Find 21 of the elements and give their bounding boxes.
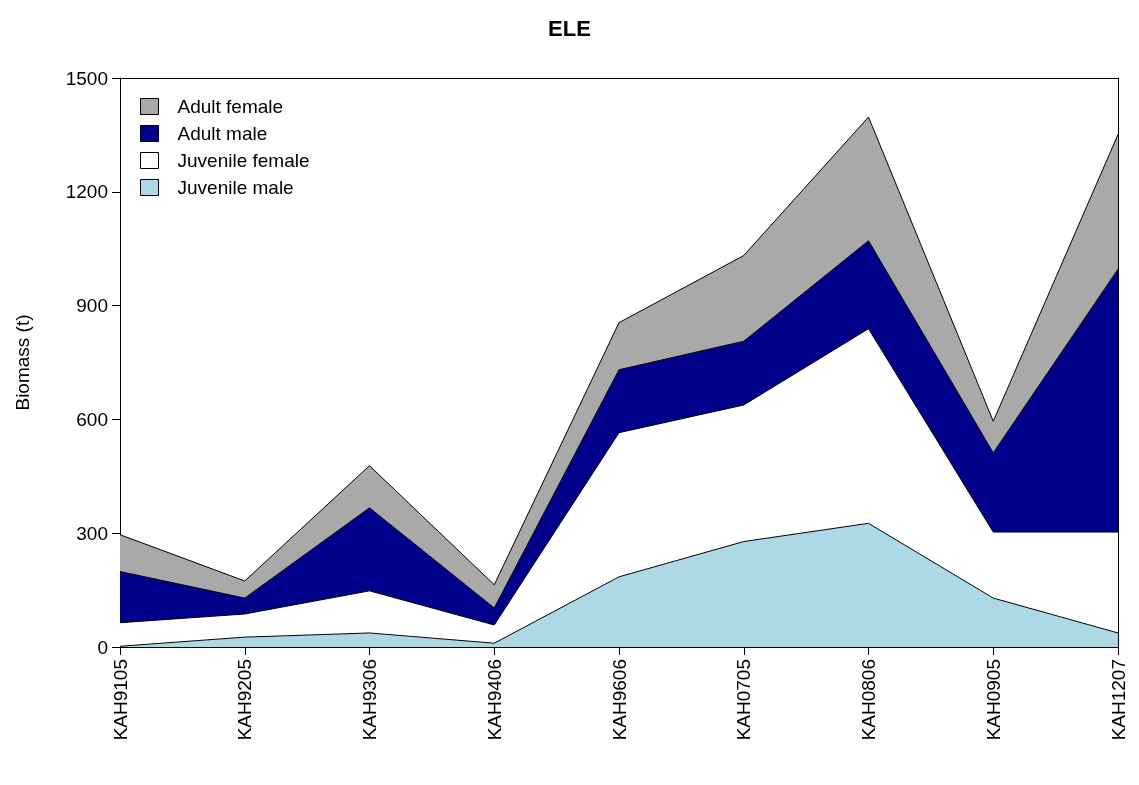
x-tick-label: KAH9406	[483, 659, 505, 741]
y-tick-label: 0	[97, 636, 108, 658]
x-tick-label: KAH0705	[733, 659, 755, 741]
y-tick-label: 1500	[65, 67, 108, 89]
x-tick-label: KAH1207	[1107, 659, 1129, 741]
x-tick-label: KAH0905	[982, 659, 1004, 741]
legend-label: Adult male	[177, 123, 268, 144]
chart-title: ELE	[548, 15, 591, 41]
y-tick-label: 900	[76, 295, 108, 317]
x-tick-label: KAH9205	[234, 659, 256, 741]
legend-label: Juvenile female	[177, 150, 310, 171]
x-tick-label: KAH9105	[109, 659, 131, 741]
y-tick-label: 1200	[65, 181, 108, 203]
legend-label: Adult female	[177, 96, 284, 117]
legend-label: Juvenile male	[177, 177, 294, 198]
x-tick-label: KAH9306	[359, 659, 380, 741]
y-axis-title: Biomass (t)	[12, 314, 33, 411]
y-tick-label: 600	[76, 408, 108, 430]
x-tick-label: KAH0806	[858, 659, 879, 741]
x-tick-label: KAH9606	[608, 659, 630, 741]
y-tick-label: 300	[76, 522, 108, 544]
